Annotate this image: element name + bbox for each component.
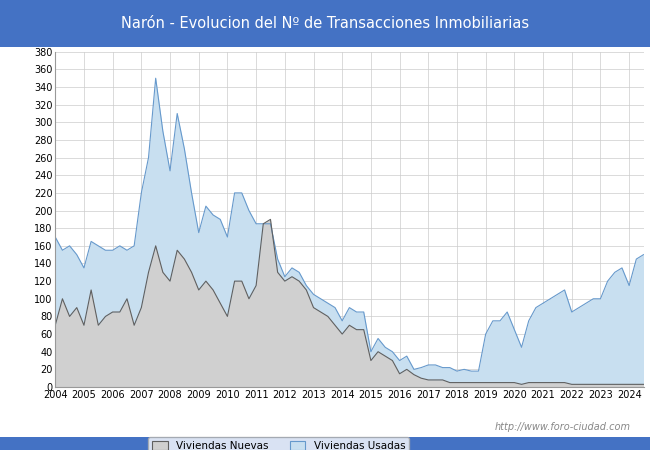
Legend: Viviendas Nuevas, Viviendas Usadas: Viviendas Nuevas, Viviendas Usadas (148, 437, 410, 450)
Text: Narón - Evolucion del Nº de Transacciones Inmobiliarias: Narón - Evolucion del Nº de Transaccione… (121, 16, 529, 31)
Text: http://www.foro-ciudad.com: http://www.foro-ciudad.com (495, 422, 630, 432)
